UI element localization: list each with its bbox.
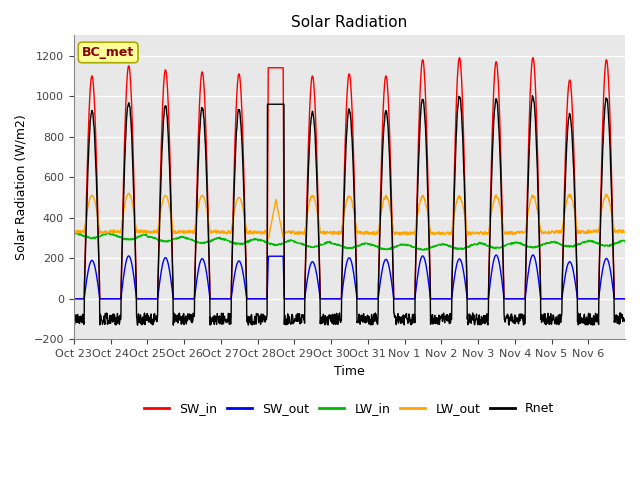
Rnet — [255, 316, 262, 322]
LW_out — [255, 230, 262, 236]
Line: SW_out: SW_out — [74, 255, 625, 299]
LW_out — [264, 235, 271, 241]
LW_in — [70, 231, 77, 237]
LW_in — [255, 238, 262, 244]
SW_in — [556, 296, 563, 301]
LW_in — [193, 238, 200, 244]
Title: Solar Radiation: Solar Radiation — [291, 15, 408, 30]
Rnet — [193, 210, 200, 216]
SW_out — [556, 296, 563, 301]
SW_in — [621, 296, 628, 301]
LW_out — [556, 228, 564, 234]
SW_in — [507, 296, 515, 301]
SW_out — [179, 296, 187, 301]
SW_out — [193, 281, 200, 287]
Rnet — [507, 312, 515, 317]
SW_out — [70, 296, 77, 301]
SW_out — [435, 296, 442, 301]
Legend: SW_in, SW_out, LW_in, LW_out, Rnet: SW_in, SW_out, LW_in, LW_out, Rnet — [140, 397, 559, 420]
Rnet — [179, 315, 187, 321]
SW_out — [621, 296, 628, 301]
LW_in — [435, 241, 443, 247]
Line: LW_out: LW_out — [74, 193, 625, 238]
LW_out — [125, 191, 132, 196]
SW_in — [70, 296, 77, 301]
LW_in — [621, 239, 628, 244]
SW_out — [254, 296, 262, 301]
X-axis label: Time: Time — [334, 365, 365, 378]
SW_in — [456, 55, 463, 60]
LW_in — [508, 240, 515, 246]
Rnet — [170, 322, 177, 328]
Rnet — [529, 93, 536, 98]
Line: SW_in: SW_in — [74, 58, 625, 299]
LW_in — [104, 230, 112, 236]
Rnet — [556, 312, 564, 317]
LW_out — [193, 213, 200, 218]
LW_in — [556, 241, 564, 247]
Rnet — [621, 318, 628, 324]
SW_in — [435, 296, 442, 301]
Line: LW_in: LW_in — [74, 233, 625, 250]
SW_out — [529, 252, 536, 258]
Line: Rnet: Rnet — [74, 96, 625, 325]
Text: BC_met: BC_met — [82, 46, 134, 59]
SW_in — [254, 296, 262, 301]
SW_out — [507, 296, 515, 301]
SW_in — [193, 211, 200, 217]
LW_in — [179, 234, 187, 240]
LW_out — [435, 230, 443, 236]
Rnet — [435, 312, 443, 318]
LW_in — [419, 247, 426, 253]
LW_out — [179, 230, 187, 236]
LW_out — [508, 229, 515, 235]
SW_in — [179, 296, 187, 301]
Rnet — [70, 318, 77, 324]
LW_out — [70, 228, 77, 233]
Y-axis label: Solar Radiation (W/m2): Solar Radiation (W/m2) — [15, 114, 28, 260]
LW_out — [621, 229, 628, 235]
